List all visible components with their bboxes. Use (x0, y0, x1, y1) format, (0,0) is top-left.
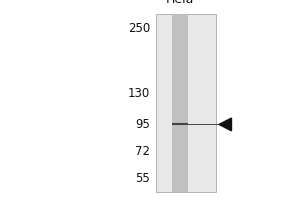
Text: 55: 55 (135, 172, 150, 185)
Polygon shape (219, 118, 232, 131)
Bar (172, 14, 188, 192)
Text: Hela: Hela (166, 0, 194, 6)
Text: 72: 72 (135, 145, 150, 158)
Text: 95: 95 (135, 118, 150, 131)
Text: 250: 250 (128, 22, 150, 35)
Bar (156, 14, 216, 192)
Text: 130: 130 (128, 87, 150, 100)
